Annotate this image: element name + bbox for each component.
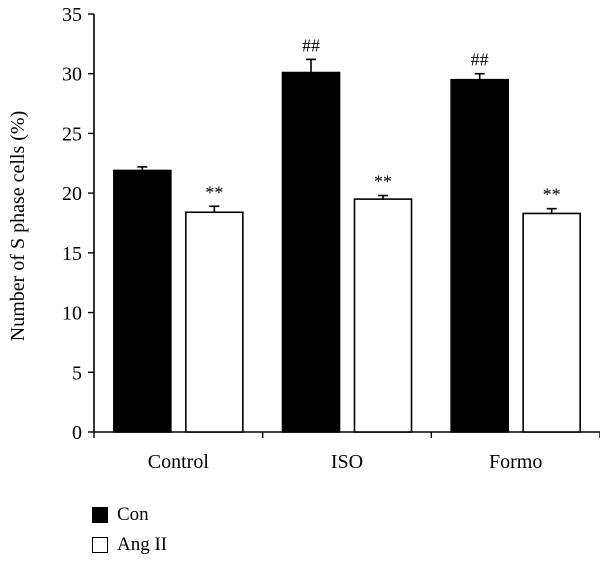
bar [450, 78, 509, 433]
y-tick-label: 35 [62, 4, 82, 26]
bar [113, 169, 172, 433]
labels: 0 5 10 15 20 25 30 35 Control ** ISO ## ** Formo ## ** [62, 4, 561, 473]
bar [281, 71, 341, 433]
legend-label-angii: Ang II [117, 534, 168, 555]
legend-swatch-con [92, 507, 108, 523]
y-tick-label: 0 [72, 422, 82, 444]
significance-label: ** [205, 182, 223, 202]
bar [353, 198, 413, 433]
significance-label: ## [471, 50, 489, 70]
bars [113, 58, 581, 433]
legend: Con Ang II [92, 500, 167, 560]
y-tick-label: 20 [62, 183, 82, 205]
bar-chart: Number of S phase cells (%) 0 5 10 15 20 25 30… [7, 4, 600, 473]
significance-label: ## [302, 35, 320, 55]
x-tick-label: ISO [331, 451, 363, 473]
significance-label: ** [374, 172, 392, 192]
legend-swatch-angii [92, 537, 108, 553]
significance-label: ** [543, 185, 561, 205]
y-tick-label: 10 [62, 303, 82, 325]
y-tick-label: 30 [62, 64, 82, 86]
legend-item-angii: Ang II [92, 530, 167, 560]
x-tick-label: Formo [489, 451, 542, 473]
x-tick-label: Control [148, 451, 210, 473]
y-tick-label: 5 [72, 362, 82, 384]
y-tick-label: 15 [62, 243, 82, 265]
bar [522, 212, 581, 433]
bar [185, 211, 244, 433]
y-axis-label: Number of S phase cells (%) [7, 111, 29, 342]
legend-label-con: Con [117, 504, 149, 525]
legend-item-con: Con [92, 500, 167, 530]
y-tick-label: 25 [62, 123, 82, 145]
axes [88, 13, 600, 438]
